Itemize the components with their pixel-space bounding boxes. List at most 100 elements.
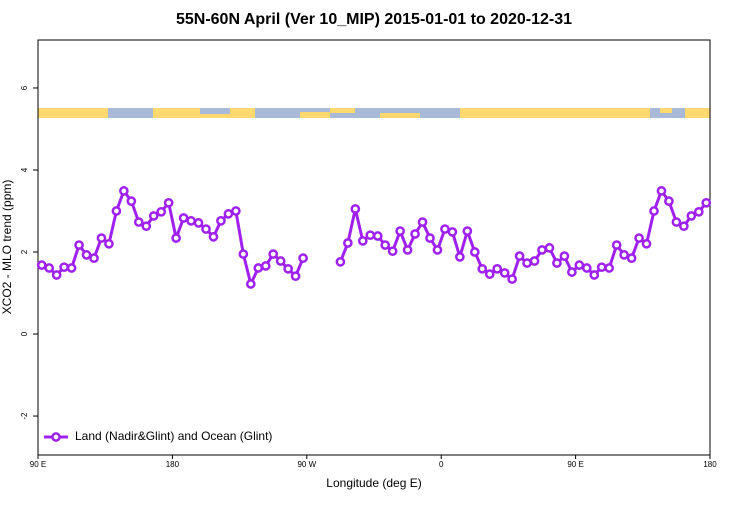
- point: [119, 186, 129, 196]
- point: [462, 226, 473, 236]
- point: [133, 217, 144, 227]
- x-axis-label: Longitude (deg E): [326, 476, 421, 490]
- point: [432, 245, 443, 255]
- point: [395, 226, 405, 236]
- point: [44, 263, 55, 273]
- point: [447, 227, 458, 237]
- point: [245, 279, 256, 289]
- point: [193, 218, 204, 228]
- point: [171, 233, 181, 243]
- x-tick-label: 0: [439, 460, 444, 469]
- point: [268, 249, 279, 259]
- point: [596, 262, 607, 273]
- x-tick-label: 90 W: [297, 460, 316, 469]
- x-tick-label: 180: [703, 460, 717, 469]
- point: [581, 263, 592, 273]
- point: [380, 240, 391, 250]
- x-tick-label: 90 E: [30, 460, 46, 469]
- point: [66, 263, 77, 273]
- point: [156, 206, 167, 217]
- point: [186, 215, 196, 226]
- point: [552, 258, 562, 268]
- point: [283, 263, 293, 274]
- point: [455, 252, 465, 262]
- point: [514, 251, 525, 261]
- point: [59, 262, 69, 273]
- point: [216, 215, 226, 226]
- point: [111, 206, 122, 216]
- y-tick-label: 4: [20, 167, 29, 172]
- point: [544, 243, 555, 253]
- point: [74, 240, 84, 250]
- y-axis-label: XCO2 - MLO trend (ppm): [0, 180, 14, 315]
- point: [679, 221, 689, 232]
- point: [372, 231, 383, 241]
- point: [335, 257, 346, 267]
- point: [649, 206, 659, 216]
- point: [477, 263, 488, 274]
- point: [522, 258, 532, 268]
- y-tick-label: -2: [20, 412, 29, 420]
- point: [484, 269, 495, 280]
- point: [574, 260, 585, 270]
- point: [163, 197, 174, 208]
- x-tick-label: 90 E: [567, 460, 583, 469]
- point: [81, 250, 92, 260]
- point: [231, 206, 241, 216]
- map-strip: [38, 108, 710, 118]
- legend-label: Land (Nadir&Glint) and Ocean (Glint): [75, 429, 272, 443]
- plot-frame: [37, 39, 711, 456]
- point: [387, 246, 398, 257]
- point: [701, 197, 712, 208]
- point: [51, 270, 62, 280]
- point: [507, 274, 517, 284]
- point: [656, 186, 667, 196]
- point: [410, 229, 420, 239]
- chart-title: 55N-60N April (Ver 10_MIP) 2015-01-01 to…: [176, 11, 572, 28]
- point: [686, 211, 697, 221]
- point: [492, 263, 503, 274]
- point: [626, 253, 637, 264]
- point: [141, 221, 152, 232]
- point: [604, 263, 615, 273]
- point: [89, 253, 99, 264]
- legend-marker: [51, 432, 61, 442]
- point: [417, 217, 428, 227]
- point: [96, 233, 107, 243]
- point: [253, 263, 264, 273]
- x-tick-label: 180: [166, 460, 180, 469]
- point: [178, 213, 189, 223]
- point: [529, 256, 540, 266]
- point: [559, 251, 570, 261]
- point: [693, 206, 704, 217]
- point: [298, 253, 308, 264]
- point: [148, 211, 159, 221]
- y-tick-label: 2: [20, 249, 29, 254]
- point: [634, 233, 644, 243]
- point: [223, 209, 234, 219]
- point: [537, 245, 547, 255]
- point: [641, 238, 652, 249]
- point: [402, 245, 413, 255]
- point: [201, 224, 211, 234]
- point: [260, 261, 271, 271]
- point: [619, 250, 629, 260]
- point: [36, 260, 47, 270]
- point: [275, 256, 286, 266]
- y-tick-label: 0: [20, 331, 29, 336]
- point: [664, 196, 674, 207]
- point: [671, 217, 682, 227]
- point: [208, 231, 219, 242]
- point: [104, 238, 114, 249]
- point: [357, 236, 368, 246]
- point: [343, 238, 353, 248]
- point: [126, 196, 137, 207]
- point: [567, 267, 577, 277]
- point: [350, 204, 361, 214]
- point: [365, 230, 376, 241]
- point: [425, 233, 435, 243]
- point: [238, 249, 249, 259]
- y-tick-label: 6: [20, 85, 29, 90]
- point: [469, 247, 480, 257]
